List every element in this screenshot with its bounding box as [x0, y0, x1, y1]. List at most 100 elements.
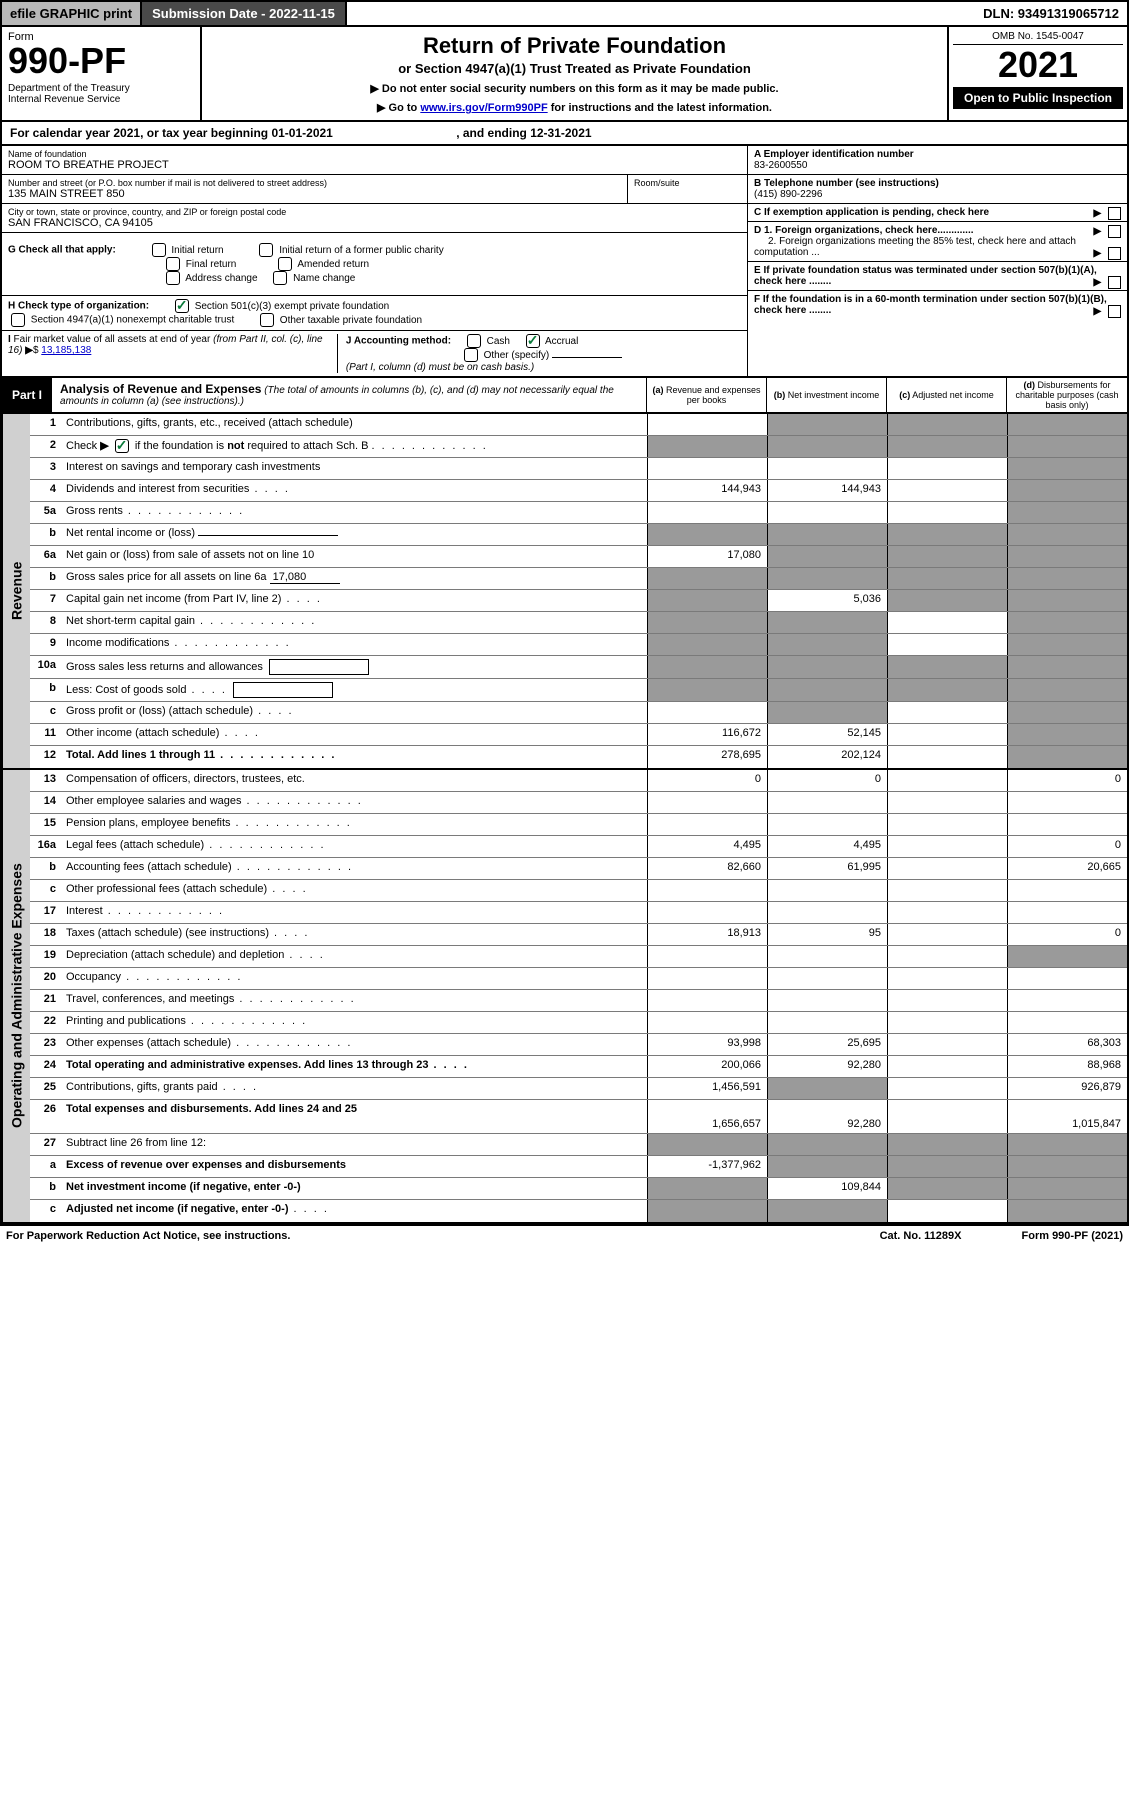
- l24-b: 92,280: [767, 1056, 887, 1077]
- line-27b: Net investment income (if negative, ente…: [62, 1178, 647, 1199]
- expenses-section: Operating and Administrative Expenses 13…: [0, 770, 1129, 1224]
- cash-label: Cash: [487, 336, 510, 347]
- cal-mid: , and ending: [456, 126, 530, 140]
- l11-b: 52,145: [767, 724, 887, 745]
- line-5b: Net rental income or (loss): [62, 524, 647, 545]
- line-10a: Gross sales less returns and allowances: [62, 656, 647, 678]
- col-d-header: (d) Disbursements for charitable purpose…: [1007, 378, 1127, 412]
- line-27a: Excess of revenue over expenses and disb…: [62, 1156, 647, 1177]
- l24-a: 200,066: [647, 1056, 767, 1077]
- col-a-header: (a) Revenue and expenses per books: [647, 378, 767, 412]
- l16a-b: 4,495: [767, 836, 887, 857]
- cal-end: 12-31-2021: [530, 126, 591, 140]
- l18-d: 0: [1007, 924, 1127, 945]
- form-number: 990-PF: [8, 43, 194, 79]
- other-method-checkbox[interactable]: [464, 348, 478, 362]
- l6b-val: 17,080: [270, 571, 340, 584]
- l25-d: 926,879: [1007, 1078, 1127, 1099]
- l27a-a: -1,377,962: [647, 1156, 767, 1177]
- d1-checkbox[interactable]: [1108, 225, 1121, 238]
- c-checkbox[interactable]: [1108, 207, 1121, 220]
- form-header: Form 990-PF Department of the TreasuryIn…: [0, 27, 1129, 122]
- l6a-a: 17,080: [647, 546, 767, 567]
- col-c-header: (c) Adjusted net income: [887, 378, 1007, 412]
- other-taxable-label: Other taxable private foundation: [280, 315, 422, 326]
- instr2-prefix: ▶ Go to: [377, 102, 420, 114]
- street-value: 135 MAIN STREET 850: [8, 188, 621, 200]
- l25-a: 1,456,591: [647, 1078, 767, 1099]
- e-checkbox[interactable]: [1108, 276, 1121, 289]
- j-note: (Part I, column (d) must be on cash basi…: [346, 362, 534, 373]
- line-2: Check ▶ if the foundation is not require…: [62, 436, 647, 457]
- footer-mid: Cat. No. 11289X: [880, 1230, 962, 1242]
- d2-checkbox[interactable]: [1108, 247, 1121, 260]
- part1-header: Part I Analysis of Revenue and Expenses …: [0, 378, 1129, 414]
- line-15: Pension plans, employee benefits: [62, 814, 647, 835]
- footer-left: For Paperwork Reduction Act Notice, see …: [6, 1230, 290, 1242]
- l18-b: 95: [767, 924, 887, 945]
- line-10c: Gross profit or (loss) (attach schedule): [62, 702, 647, 723]
- l13-b: 0: [767, 770, 887, 791]
- l16b-a: 82,660: [647, 858, 767, 879]
- name-change-label: Name change: [293, 273, 355, 284]
- dept-label: Department of the TreasuryInternal Reven…: [8, 83, 194, 105]
- l4-b: 144,943: [767, 480, 887, 501]
- 4947-label: Section 4947(a)(1) nonexempt charitable …: [31, 315, 234, 326]
- line-6a: Net gain or (loss) from sale of assets n…: [62, 546, 647, 567]
- line-11: Other income (attach schedule): [62, 724, 647, 745]
- initial-former-checkbox[interactable]: [259, 243, 273, 257]
- d1-label: D 1. Foreign organizations, check here..…: [754, 225, 974, 236]
- line-9: Income modifications: [62, 634, 647, 655]
- final-return-label: Final return: [186, 259, 237, 270]
- address-change-checkbox[interactable]: [166, 271, 180, 285]
- other-taxable-checkbox[interactable]: [260, 313, 274, 327]
- final-return-checkbox[interactable]: [166, 257, 180, 271]
- foundation-name: ROOM TO BREATHE PROJECT: [8, 159, 741, 171]
- l16b-d: 20,665: [1007, 858, 1127, 879]
- f-checkbox[interactable]: [1108, 305, 1121, 318]
- l13-a: 0: [647, 770, 767, 791]
- line-14: Other employee salaries and wages: [62, 792, 647, 813]
- 501c3-label: Section 501(c)(3) exempt private foundat…: [195, 301, 390, 312]
- h-label: H Check type of organization:: [8, 301, 149, 312]
- tax-year: 2021: [953, 45, 1123, 85]
- instruction-2: ▶ Go to www.irs.gov/Form990PF for instru…: [212, 101, 937, 114]
- form-subtitle: or Section 4947(a)(1) Trust Treated as P…: [212, 61, 937, 76]
- phone-value: (415) 890-2296: [754, 189, 822, 200]
- ein-label: A Employer identification number: [754, 149, 914, 160]
- line-3: Interest on savings and temporary cash i…: [62, 458, 647, 479]
- expenses-side-label: Operating and Administrative Expenses: [2, 770, 30, 1222]
- d2-label: 2. Foreign organizations meeting the 85%…: [754, 236, 1076, 258]
- line-12: Total. Add lines 1 through 11: [62, 746, 647, 768]
- line-27: Subtract line 26 from line 12:: [62, 1134, 647, 1155]
- l4-a: 144,943: [647, 480, 767, 501]
- form-link[interactable]: www.irs.gov/Form990PF: [420, 102, 547, 114]
- amended-label: Amended return: [297, 259, 369, 270]
- other-method-label: Other (specify): [484, 350, 550, 361]
- line-25: Contributions, gifts, grants paid: [62, 1078, 647, 1099]
- 501c3-checkbox[interactable]: [175, 299, 189, 313]
- l23-a: 93,998: [647, 1034, 767, 1055]
- address-change-label: Address change: [185, 273, 257, 284]
- line-26: Total expenses and disbursements. Add li…: [62, 1100, 647, 1133]
- accrual-checkbox[interactable]: [526, 334, 540, 348]
- city-label: City or town, state or province, country…: [8, 207, 741, 217]
- name-change-checkbox[interactable]: [273, 271, 287, 285]
- page-footer: For Paperwork Reduction Act Notice, see …: [0, 1224, 1129, 1246]
- l16a-d: 0: [1007, 836, 1127, 857]
- l26-b: 92,280: [767, 1100, 887, 1133]
- l16b-b: 61,995: [767, 858, 887, 879]
- line-22: Printing and publications: [62, 1012, 647, 1033]
- city-value: SAN FRANCISCO, CA 94105: [8, 217, 741, 229]
- amended-checkbox[interactable]: [278, 257, 292, 271]
- revenue-section: Revenue 1Contributions, gifts, grants, e…: [0, 414, 1129, 770]
- line-10b: Less: Cost of goods sold: [62, 679, 647, 701]
- schb-checkbox[interactable]: [115, 439, 129, 453]
- 4947-checkbox[interactable]: [11, 313, 25, 327]
- initial-former-label: Initial return of a former public charit…: [279, 245, 444, 256]
- ein-value: 83-2600550: [754, 160, 807, 171]
- initial-return-checkbox[interactable]: [152, 243, 166, 257]
- cash-checkbox[interactable]: [467, 334, 481, 348]
- form-title: Return of Private Foundation: [212, 33, 937, 59]
- fmv-value: 13,185,138: [41, 345, 91, 356]
